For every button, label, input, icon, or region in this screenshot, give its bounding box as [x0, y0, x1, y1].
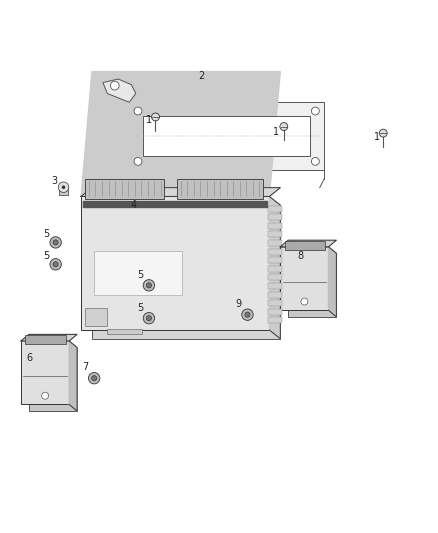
- Bar: [268, 248, 282, 255]
- Bar: [268, 300, 282, 306]
- Circle shape: [50, 237, 61, 248]
- Bar: [107, 329, 142, 334]
- Circle shape: [143, 280, 155, 291]
- Text: 8: 8: [297, 251, 303, 261]
- Bar: [268, 292, 282, 297]
- Bar: [268, 206, 282, 212]
- Circle shape: [53, 262, 58, 267]
- Bar: [268, 231, 282, 237]
- Text: 9: 9: [236, 298, 242, 309]
- Text: 5: 5: [43, 251, 49, 261]
- Circle shape: [311, 107, 319, 115]
- Circle shape: [301, 298, 308, 305]
- Bar: [177, 179, 263, 199]
- Circle shape: [134, 157, 142, 165]
- Bar: [143, 116, 310, 156]
- Circle shape: [42, 392, 49, 399]
- Polygon shape: [81, 71, 280, 197]
- Text: 1: 1: [273, 127, 279, 136]
- Circle shape: [134, 107, 142, 115]
- Circle shape: [88, 373, 100, 384]
- Bar: [288, 253, 336, 317]
- Polygon shape: [81, 188, 280, 197]
- Circle shape: [245, 312, 250, 317]
- Bar: [94, 251, 182, 295]
- Bar: [268, 283, 282, 289]
- Bar: [21, 341, 69, 405]
- Text: 1: 1: [146, 115, 152, 125]
- Text: 1: 1: [374, 132, 380, 142]
- Bar: [85, 179, 164, 199]
- Bar: [268, 266, 282, 272]
- Text: 5: 5: [137, 303, 143, 313]
- Bar: [268, 274, 282, 280]
- Bar: [280, 247, 328, 310]
- Circle shape: [143, 312, 155, 324]
- Bar: [25, 335, 66, 344]
- Bar: [285, 241, 325, 251]
- Text: 6: 6: [27, 353, 33, 364]
- Text: 2: 2: [198, 71, 205, 81]
- Polygon shape: [328, 247, 336, 317]
- Text: 7: 7: [82, 362, 88, 372]
- Polygon shape: [269, 197, 280, 339]
- Circle shape: [92, 376, 97, 381]
- Circle shape: [146, 316, 152, 321]
- Polygon shape: [280, 240, 336, 247]
- Circle shape: [58, 182, 69, 192]
- Circle shape: [152, 113, 159, 121]
- Bar: [59, 187, 68, 195]
- Circle shape: [62, 185, 65, 189]
- Bar: [268, 318, 282, 324]
- Bar: [268, 240, 282, 246]
- Text: 5: 5: [137, 270, 143, 280]
- Bar: [268, 223, 282, 229]
- Bar: [268, 309, 282, 315]
- Bar: [268, 257, 282, 263]
- Polygon shape: [83, 201, 267, 207]
- Text: 3: 3: [52, 176, 58, 186]
- Circle shape: [379, 129, 387, 137]
- Circle shape: [53, 240, 58, 245]
- Circle shape: [50, 259, 61, 270]
- Bar: [92, 205, 280, 339]
- Bar: [129, 102, 324, 170]
- Bar: [85, 308, 107, 326]
- Bar: [29, 348, 77, 411]
- Circle shape: [146, 283, 152, 288]
- Text: 4: 4: [131, 200, 137, 210]
- Text: 5: 5: [43, 229, 49, 239]
- Polygon shape: [21, 334, 77, 341]
- Bar: [81, 197, 269, 330]
- Polygon shape: [69, 341, 77, 411]
- Circle shape: [110, 81, 119, 90]
- Bar: [268, 214, 282, 220]
- Circle shape: [242, 309, 253, 320]
- Circle shape: [280, 123, 288, 131]
- Polygon shape: [103, 79, 136, 102]
- Circle shape: [311, 157, 319, 165]
